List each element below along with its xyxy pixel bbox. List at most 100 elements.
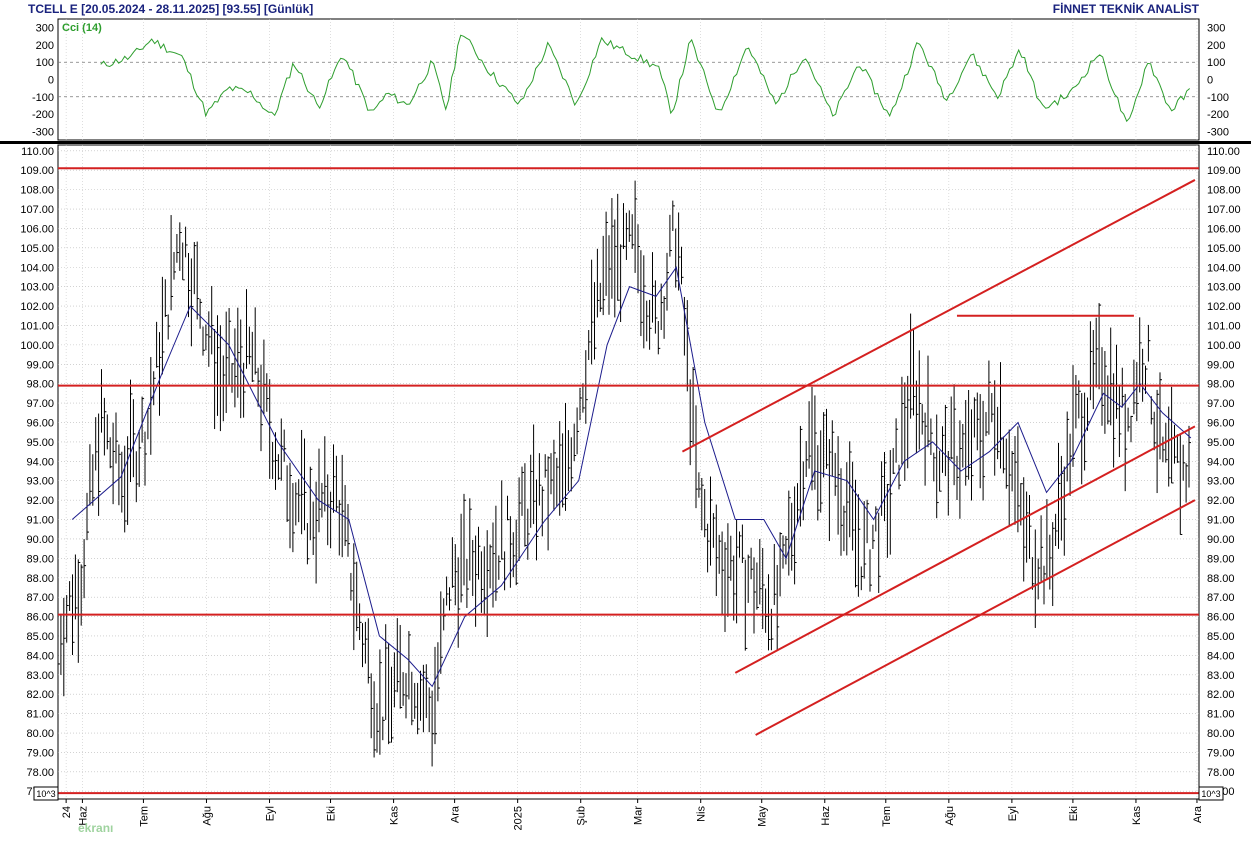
cci-line [100, 34, 1191, 123]
price-tick-left: 98.00 [26, 379, 54, 391]
cci-tick-right: 200 [1207, 40, 1225, 52]
price-tick-right: 96.00 [1207, 418, 1235, 430]
price-tick-left: 92.00 [26, 495, 54, 507]
price-tick-left: 101.00 [20, 320, 54, 332]
x-tick-label: Mar [633, 806, 645, 825]
cci-tick-right: -100 [1207, 92, 1229, 104]
price-tick-left: 100.00 [20, 340, 54, 352]
cci-tick-left: 0 [48, 75, 54, 87]
price-tick-left: 97.00 [26, 398, 54, 410]
cci-tick-left: 100 [36, 57, 54, 69]
x-tick-label: May [757, 806, 769, 827]
x-tick-label: Ara [450, 805, 462, 823]
trend-channel-lower [755, 499, 1196, 736]
price-tick-left: 84.00 [26, 650, 54, 662]
x-tick-label: Şub [576, 806, 588, 826]
scale-badge-left-text: 10^3 [36, 789, 55, 799]
trend-channel-middle [734, 425, 1196, 674]
price-tick-left: 83.00 [26, 670, 54, 682]
price-tick-right: 83.00 [1207, 670, 1235, 682]
price-tick-right: 81.00 [1207, 709, 1235, 721]
cci-tick-left: -200 [32, 109, 54, 121]
price-tick-right: 103.00 [1207, 282, 1241, 294]
price-tick-left: 85.00 [26, 631, 54, 643]
price-tick-left: 81.00 [26, 709, 54, 721]
x-tick-label: Tem [138, 806, 150, 827]
x-tick-label: Nis [696, 806, 708, 822]
price-tick-left: 86.00 [26, 612, 54, 624]
price-tick-right: 86.00 [1207, 612, 1235, 624]
cci-tick-right: 0 [1207, 75, 1213, 87]
price-tick-right: 89.00 [1207, 553, 1235, 565]
cci-tick-right: 100 [1207, 57, 1225, 69]
price-tick-right: 106.00 [1207, 223, 1241, 235]
price-tick-right: 79.00 [1207, 747, 1235, 759]
scale-badge-right [1198, 786, 1224, 801]
cci-label: Cci (14) [62, 22, 102, 34]
price-tick-left: 107.00 [20, 204, 54, 216]
price-tick-right: 97.00 [1207, 398, 1235, 410]
price-tick-right: 85.00 [1207, 631, 1235, 643]
price-panel [57, 144, 1200, 800]
price-tick-right: 82.00 [1207, 689, 1235, 701]
price-tick-right: 108.00 [1207, 185, 1241, 197]
price-tick-right: 95.00 [1207, 437, 1235, 449]
x-tick-label: Haz [77, 806, 89, 826]
price-tick-left: 94.00 [26, 456, 54, 468]
price-tick-left: 110.00 [21, 146, 54, 158]
price-tick-right: 93.00 [1207, 476, 1235, 488]
price-tick-left: 104.00 [20, 262, 54, 274]
price-tick-right: 99.00 [1207, 359, 1235, 371]
cci-tick-left: -300 [32, 126, 54, 138]
price-tick-right: 100.00 [1207, 340, 1241, 352]
x-tick-label: 24 [61, 806, 73, 818]
cci-tick-left: -100 [32, 92, 54, 104]
moving-average-line [71, 266, 1192, 688]
price-tick-left: 82.00 [26, 689, 54, 701]
price-tick-left: 109.00 [20, 165, 54, 177]
x-tick-label: 2025 [513, 806, 525, 830]
x-tick-label: Ağu [944, 806, 956, 826]
cci-tick-right: -300 [1207, 126, 1229, 138]
price-tick-left: 91.00 [26, 515, 54, 527]
software-brand: FİNNET TEKNİK ANALİST [1052, 2, 1199, 16]
trend-channel-upper [681, 179, 1196, 453]
price-tick-left: 93.00 [26, 476, 54, 488]
price-tick-right: 110.00 [1207, 146, 1240, 158]
x-tick-label: Tem [881, 806, 893, 827]
cci-tick-left: 200 [36, 40, 54, 52]
chart-title: TCELL E [20.05.2024 - 28.11.2025] [93.55… [28, 2, 314, 16]
x-tick-label: Haz [820, 806, 832, 826]
x-tick-label: Eki [326, 806, 338, 821]
price-tick-right: 102.00 [1207, 301, 1241, 313]
x-tick-label: Eki [1068, 806, 1080, 821]
watermark: ekranı [78, 821, 113, 835]
cci-tick-right: 300 [1207, 23, 1225, 35]
price-tick-left: 87.00 [26, 592, 54, 604]
price-tick-left: 90.00 [26, 534, 54, 546]
price-tick-left: 103.00 [20, 282, 54, 294]
x-tick-label: Eyl [1007, 806, 1019, 821]
price-tick-left: 79.00 [26, 747, 54, 759]
price-tick-right: 98.00 [1207, 379, 1235, 391]
price-tick-right: 80.00 [1207, 728, 1235, 740]
price-tick-left: 96.00 [26, 418, 54, 430]
price-tick-right: 90.00 [1207, 534, 1235, 546]
price-tick-left: 80.00 [26, 728, 54, 740]
price-tick-left: 99.00 [26, 359, 54, 371]
price-tick-left: 108.00 [20, 185, 54, 197]
price-tick-right: 92.00 [1207, 495, 1235, 507]
price-tick-left: 105.00 [20, 243, 54, 255]
price-tick-right: 94.00 [1207, 456, 1235, 468]
price-tick-left: 89.00 [26, 553, 54, 565]
price-tick-right: 104.00 [1207, 262, 1241, 274]
x-tick-label: Eyl [265, 806, 277, 821]
price-tick-right: 107.00 [1207, 204, 1241, 216]
price-tick-right: 84.00 [1207, 650, 1235, 662]
x-tick-label: Kas [389, 806, 401, 825]
price-tick-right: 78.00 [1207, 767, 1235, 779]
price-tick-right: 105.00 [1207, 243, 1241, 255]
x-tick-label: Ağu [201, 806, 213, 826]
price-tick-right: 91.00 [1207, 515, 1235, 527]
